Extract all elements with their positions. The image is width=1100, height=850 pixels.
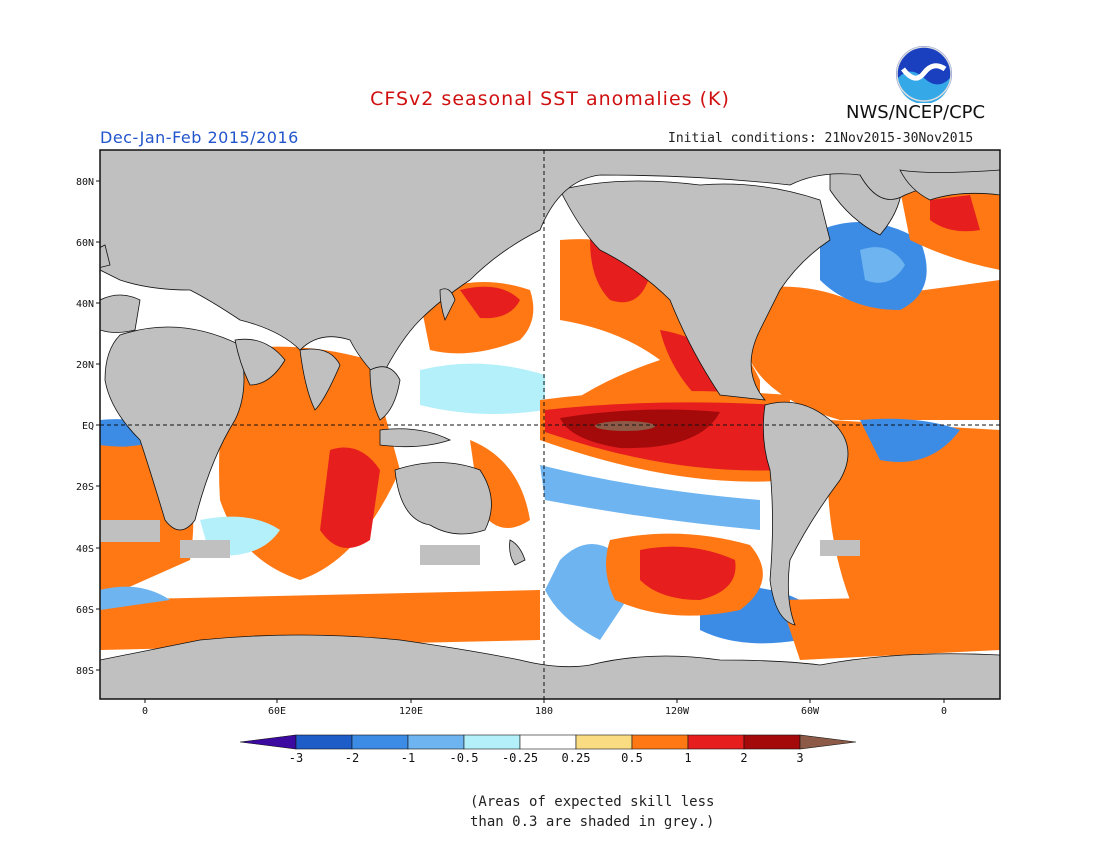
colorbar-swatch — [519, 734, 577, 750]
colorbar: -3 -2 -1 -0.5 -0.25 0.25 0.5 1 2 3 — [239, 734, 857, 765]
lon-label-0: 0 — [941, 706, 947, 717]
colorbar-label: 3 — [796, 751, 803, 765]
colorbar-arrow-low — [239, 734, 297, 750]
skill-footnote-line1: (Areas of expected skill less — [470, 794, 715, 810]
colorbar-label: -1 — [401, 751, 415, 765]
chart-title: CFSv2 seasonal SST anomalies (K) — [370, 88, 730, 110]
colorbar-label: -0.5 — [450, 751, 479, 765]
organization-label: NWS/NCEP/CPC — [846, 102, 986, 123]
land-masses — [100, 150, 1000, 699]
colorbar-label: 0.5 — [621, 751, 643, 765]
skill-footnote: (Areas of expected skill less than 0.3 a… — [470, 792, 714, 832]
axis-labels: 80N 60N 40N 20N EQ 20S 40S 60S 80S 0 60E 120E 180 120… — [76, 177, 947, 717]
skill-footnote-line2: than 0.3 are shaded in grey.) — [470, 814, 715, 830]
colorbar-swatch — [743, 734, 801, 750]
colorbar-label: -2 — [345, 751, 359, 765]
lat-label-60N: 60N — [76, 238, 94, 249]
lon-label-60E: 60E — [268, 706, 286, 717]
lon-label-120W: 120W — [665, 706, 690, 717]
colorbar-swatch — [575, 734, 633, 750]
colorbar-swatch — [687, 734, 745, 750]
lon-label-180: 180 — [535, 706, 553, 717]
lat-label-20S: 20S — [76, 482, 94, 493]
anomaly-fields — [100, 180, 1000, 660]
lat-label-20N: 20N — [76, 360, 94, 371]
colorbar-swatch — [295, 734, 353, 750]
lon-label-0: 0 — [142, 706, 148, 717]
colorbar-label: 0.25 — [562, 751, 591, 765]
lat-label-40N: 40N — [76, 299, 94, 310]
colorbar-label: -3 — [289, 751, 303, 765]
colorbar-label: -0.25 — [502, 751, 538, 765]
colorbar-label: 1 — [684, 751, 691, 765]
colorbar-swatch — [463, 734, 521, 750]
colorbar-arrow-high — [799, 734, 857, 750]
noaa-logo — [896, 46, 952, 103]
lon-label-120E: 120E — [399, 706, 423, 717]
lat-label-EQ: EQ — [82, 421, 94, 432]
season-label: Dec-Jan-Feb 2015/2016 — [100, 128, 299, 147]
initial-conditions-label: Initial conditions: 21Nov2015-30Nov2015 — [668, 131, 974, 146]
lon-label-60W: 60W — [801, 706, 820, 717]
colorbar-label: 2 — [740, 751, 747, 765]
low-skill-patches — [100, 520, 860, 565]
lat-label-60S: 60S — [76, 605, 94, 616]
colorbar-swatch — [631, 734, 689, 750]
lat-label-40S: 40S — [76, 544, 94, 555]
colorbar-swatch — [407, 734, 465, 750]
colorbar-swatch — [351, 734, 409, 750]
lat-label-80N: 80N — [76, 177, 94, 188]
lat-label-80S: 80S — [76, 666, 94, 677]
